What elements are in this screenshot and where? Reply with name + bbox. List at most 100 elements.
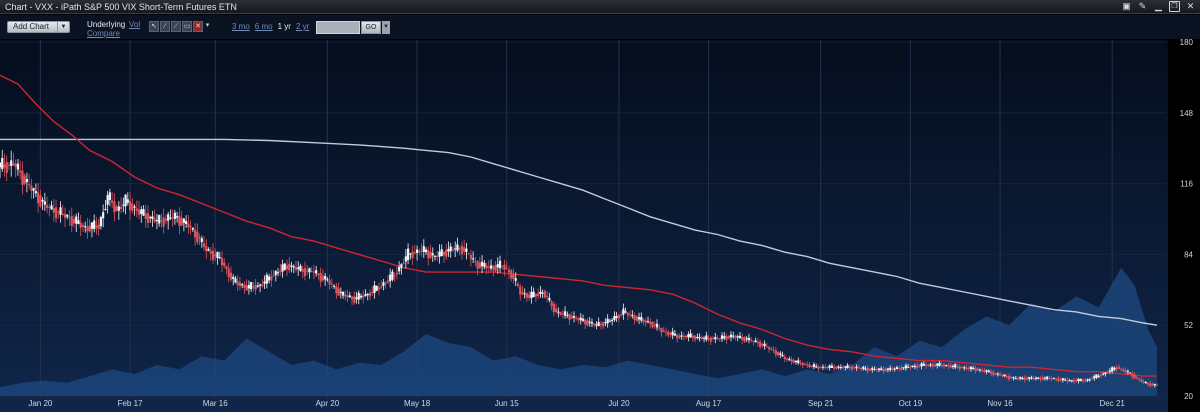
candle-body	[1025, 377, 1029, 380]
candle-body	[48, 206, 51, 208]
candle-body	[236, 281, 239, 286]
chevron-down-icon[interactable]: ▾	[205, 22, 210, 29]
candle-body	[927, 364, 930, 366]
compare-link[interactable]: Compare	[87, 29, 120, 38]
candle-body	[700, 337, 703, 340]
date-input[interactable]	[316, 21, 360, 34]
y-tick-label: 148	[1180, 109, 1194, 118]
pointer-tool-icon[interactable]: ↖	[149, 21, 159, 32]
candle-body	[678, 335, 681, 338]
candle-body	[306, 270, 309, 272]
candle-body	[655, 323, 659, 328]
candle-body	[790, 359, 793, 362]
candle-body	[835, 366, 838, 369]
candle-body	[263, 281, 266, 284]
vol-link[interactable]: Vol	[129, 20, 141, 29]
candle-body	[523, 293, 526, 295]
candle-body	[1028, 377, 1031, 379]
candle-body	[243, 284, 246, 288]
candle-body	[617, 314, 620, 319]
candle-body	[1129, 372, 1132, 374]
candle-body	[685, 335, 688, 338]
go-button[interactable]: GO	[361, 21, 381, 34]
candle-body	[279, 270, 282, 272]
candle-body	[3, 164, 6, 168]
candle-body	[218, 256, 221, 259]
candle-body	[702, 337, 706, 339]
candle-body	[691, 335, 694, 338]
candle-body	[424, 249, 428, 253]
candle-body	[554, 308, 558, 313]
candle-body	[875, 369, 878, 371]
candle-body	[954, 364, 957, 368]
range-1yr[interactable]: 1 yr	[277, 22, 291, 31]
candle-body	[956, 366, 959, 368]
candle-body	[530, 291, 533, 298]
candle-body	[355, 297, 358, 299]
candle-body	[418, 250, 421, 253]
minimize-icon[interactable]: ▁	[1155, 1, 1162, 11]
candle-body	[321, 275, 324, 281]
candle-body	[761, 343, 764, 346]
candle-body	[339, 291, 342, 293]
candle-body	[898, 368, 901, 370]
range-3mo[interactable]: 3 mo	[232, 22, 250, 31]
candle-body	[480, 261, 484, 267]
candle-body	[826, 366, 829, 368]
candle-body	[510, 270, 513, 279]
line-tool-icon[interactable]: ∕	[160, 21, 170, 32]
y-tick-label: 20	[1184, 392, 1193, 401]
candle-body	[469, 254, 472, 260]
x-tick-label: Mar 16	[203, 399, 228, 408]
candle-body	[563, 311, 567, 316]
candle-body	[1059, 379, 1062, 381]
candle-body	[593, 323, 596, 326]
candle-body	[460, 245, 464, 255]
candle-body	[389, 274, 392, 282]
candle-body	[602, 322, 605, 327]
candle-body	[1086, 379, 1089, 381]
candle-body	[272, 275, 275, 277]
candle-body	[37, 192, 40, 204]
candle-body	[990, 371, 993, 374]
candle-body	[837, 366, 840, 368]
add-chart-button[interactable]: Add Chart ▼	[7, 21, 70, 33]
chevron-down-icon[interactable]: ▼	[382, 21, 390, 34]
chevron-down-icon[interactable]: ▼	[57, 22, 69, 32]
candle-body	[810, 365, 813, 367]
candle-body	[929, 364, 932, 366]
close-icon[interactable]: ✕	[1186, 1, 1195, 11]
candle-body	[440, 249, 443, 257]
candle-body	[173, 212, 176, 219]
candle-body	[969, 366, 973, 370]
candle-body	[21, 170, 24, 186]
rect-tool-icon[interactable]: ▭	[182, 21, 192, 32]
short-moving-average	[0, 74, 1157, 377]
restore-icon[interactable]: ❐	[1169, 1, 1180, 12]
range-2yr[interactable]: 2 yr	[295, 22, 310, 31]
candle-body	[108, 192, 111, 200]
candle-body	[420, 250, 423, 252]
candle-body	[458, 248, 461, 250]
wrench-icon[interactable]: ✎	[1138, 1, 1147, 11]
candle-body	[819, 367, 822, 369]
camera-icon[interactable]: ▣	[1122, 1, 1131, 11]
candle-body	[812, 364, 816, 368]
candle-body	[770, 348, 773, 350]
candle-body	[207, 249, 210, 251]
candle-body	[70, 216, 73, 226]
candle-body	[415, 249, 419, 253]
candle-body	[106, 195, 109, 205]
candle-body	[487, 266, 490, 268]
candle-body	[1153, 383, 1156, 386]
delete-tool-icon[interactable]: ✕	[193, 21, 203, 32]
range-6mo[interactable]: 6 mo	[254, 22, 273, 31]
trend-tool-icon[interactable]: ⟋	[171, 21, 181, 32]
candle-body	[1077, 378, 1080, 382]
candle-body	[294, 267, 298, 270]
candle-body	[115, 206, 118, 211]
candle-body	[543, 291, 546, 298]
candle-body	[815, 366, 818, 368]
candle-body	[505, 268, 508, 270]
